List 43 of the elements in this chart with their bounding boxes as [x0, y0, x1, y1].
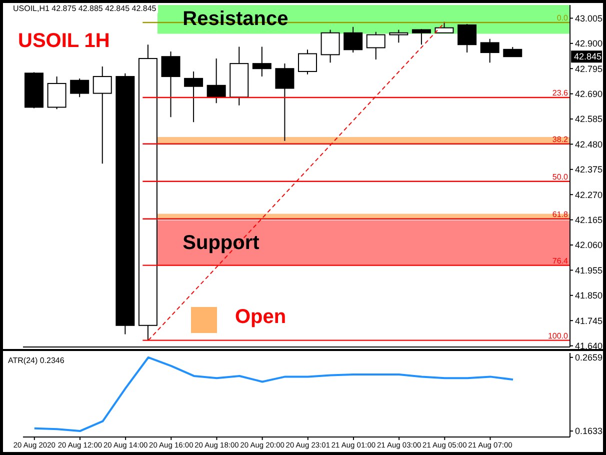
chart-title: ATR(24) 0.2346 [8, 356, 64, 365]
y-tick-label: 0.1633 [575, 426, 603, 436]
y-tick-label: 42.480 [575, 139, 603, 150]
y-tick-label: 42.795 [575, 64, 603, 74]
ref-line-label: 76.4 [552, 256, 569, 266]
y-tick-label: 42.165 [575, 214, 603, 225]
y-tick-label: 42.270 [575, 190, 603, 200]
candlestick [138, 44, 158, 341]
candlestick [412, 29, 431, 46]
candlestick [320, 29, 340, 64]
annotation: 42.845 [574, 52, 602, 62]
candlestick [480, 38, 500, 64]
candlestick [116, 72, 135, 335]
candlestick [389, 29, 408, 44]
text: USOIL 1H [18, 30, 110, 53]
y-tick-label: 42.060 [575, 240, 603, 250]
y-tick-label: 42.690 [575, 88, 603, 99]
candlestick [230, 46, 249, 106]
y-tick-label: 0.2659 [575, 352, 603, 363]
y-tick-label: 42.375 [575, 164, 603, 175]
candlestick [366, 31, 386, 60]
candlestick [92, 66, 112, 164]
candlestick [161, 51, 180, 118]
ref-line-label: 50.0 [552, 172, 569, 182]
band-label: Resistance [182, 7, 288, 32]
annotation: Open [235, 306, 286, 329]
ref-line-label: 0.0 [556, 13, 569, 22]
chart-subtitle: USOIL,H1 42.875 42.885 42.845 42.845 [11, 4, 158, 13]
y-tick-label: 43.005 [575, 13, 603, 24]
y-tick-label: 41.850 [575, 290, 603, 301]
y-tick-label: 42.900 [575, 38, 603, 49]
y-tick-label: 41.745 [575, 316, 603, 326]
candlestick [184, 70, 204, 123]
ref-line-label: 100.0 [548, 331, 569, 340]
ref-line-label: 23.6 [552, 88, 569, 98]
candlestick [252, 46, 272, 78]
ref-line-label: 38.2 [552, 134, 569, 144]
y-tick-label: 42.585 [575, 114, 603, 124]
candlestick [275, 63, 294, 142]
band-label: Support [182, 231, 260, 256]
y-tick-label: 41.640 [575, 340, 603, 351]
candlestick [206, 58, 226, 104]
y-tick-label: 41.955 [575, 265, 603, 276]
